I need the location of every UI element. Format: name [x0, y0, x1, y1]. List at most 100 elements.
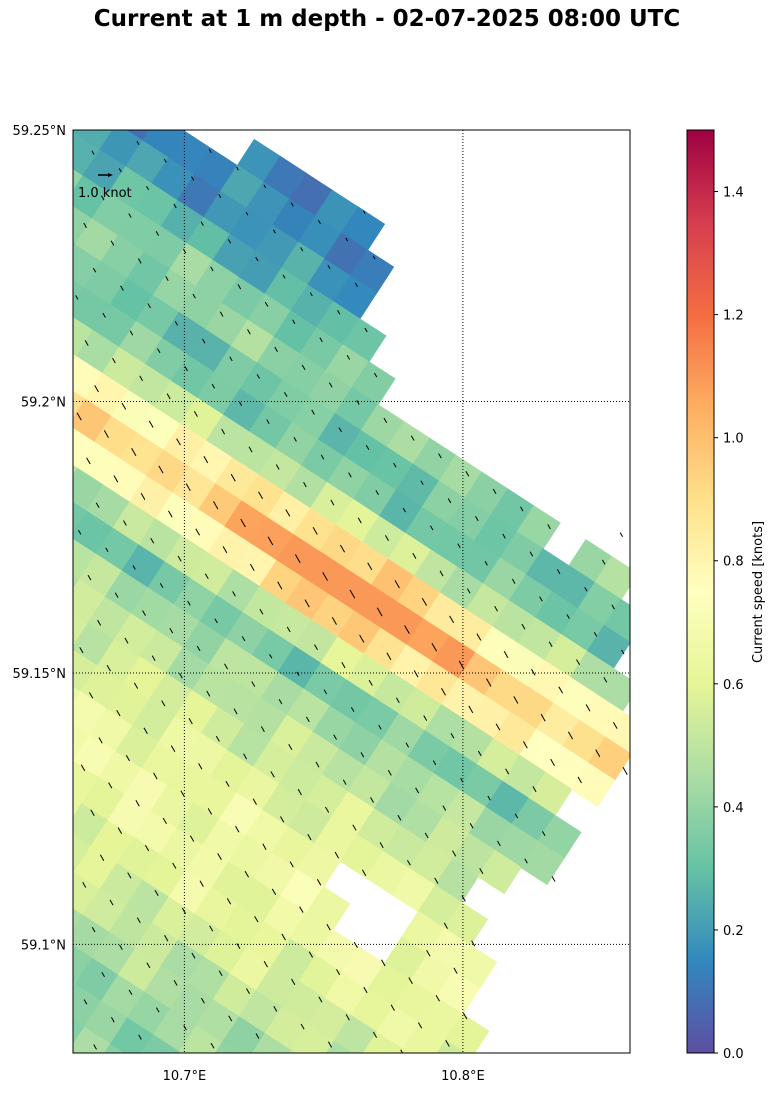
speed-cell: [73, 467, 105, 513]
graticule: [73, 130, 630, 1053]
current-arrow: [259, 608, 264, 615]
current-arrow: [203, 456, 209, 464]
current-arrow: [300, 1023, 305, 1030]
current-arrow: [121, 402, 127, 410]
current-arrow: [168, 510, 173, 518]
speed-cell: [50, 1053, 95, 1093]
current-arrow: [193, 411, 198, 417]
current-arrow: [211, 383, 216, 389]
colorbar-tick-label: 1.0: [723, 432, 744, 447]
current-arrow: [431, 642, 438, 652]
current-arrow: [466, 588, 471, 594]
latitude-label: 59.25°N: [13, 124, 66, 139]
speed-cell: [25, 408, 70, 453]
current-arrow: [179, 673, 183, 679]
speed-cell: [73, 132, 101, 177]
current-arrow: [314, 644, 318, 651]
colorbar-tick-label: 0.8: [723, 555, 744, 570]
speed-cell: [299, 1067, 344, 1093]
speed-cell: [288, 1049, 296, 1053]
speed-cell: [98, 130, 144, 168]
current-vector-arrows: [75, 140, 628, 1053]
speed-cell: [73, 130, 114, 151]
current-arrow: [260, 726, 265, 733]
current-arrow: [550, 758, 555, 766]
current-arrow: [218, 194, 222, 199]
current-arrow: [219, 311, 224, 317]
current-arrow: [300, 247, 304, 252]
current-arrow: [327, 1041, 333, 1048]
current-arrow: [307, 834, 312, 841]
colorbar-tick-label: 1.2: [723, 309, 744, 324]
speed-cell: [325, 1040, 353, 1053]
current-arrow: [531, 668, 536, 676]
current-arrow: [94, 385, 99, 393]
current-arrow: [249, 563, 255, 572]
speed-cell: [603, 598, 630, 644]
current-arrow: [204, 573, 209, 580]
speed-cell: [73, 390, 87, 420]
speed-cell: [73, 353, 78, 364]
current-arrow: [230, 473, 236, 482]
current-arrow: [227, 239, 232, 244]
current-arrow: [109, 899, 114, 906]
speed-cell: [477, 849, 522, 895]
speed-cell: [24, 296, 69, 341]
current-arrow: [162, 817, 167, 824]
current-arrow: [593, 631, 598, 637]
current-arrow: [372, 255, 376, 260]
current-arrow: [359, 634, 365, 643]
current-arrow: [154, 890, 159, 897]
current-arrow: [90, 809, 95, 816]
current-arrow: [395, 697, 400, 704]
current-arrow: [408, 977, 413, 985]
current-arrow: [199, 880, 204, 887]
current-arrow: [576, 659, 581, 666]
colorbar-frame: [686, 129, 715, 1054]
current-arrow: [461, 895, 466, 902]
current-arrow: [155, 1007, 160, 1013]
current-arrow: [221, 428, 226, 435]
current-arrow: [110, 1016, 115, 1023]
current-arrow: [229, 356, 233, 362]
current-arrow: [349, 589, 356, 599]
current-arrow: [341, 662, 346, 669]
current-arrow: [148, 420, 154, 428]
current-arrow: [486, 678, 492, 687]
map-frame: [72, 129, 631, 1054]
current-arrow: [342, 779, 347, 785]
current-arrow: [423, 715, 428, 721]
current-arrow: [511, 578, 516, 584]
current-arrow: [577, 776, 582, 784]
current-arrow: [264, 301, 269, 307]
current-arrow: [159, 583, 164, 589]
current-arrow: [135, 799, 140, 807]
current-arrow: [361, 869, 367, 876]
current-arrow: [404, 625, 410, 635]
current-arrow: [487, 795, 491, 801]
current-arrow: [131, 447, 137, 456]
current-arrow: [320, 454, 325, 460]
current-arrow: [166, 393, 171, 400]
current-arrow: [272, 229, 276, 234]
current-arrow: [468, 705, 474, 714]
current-arrow: [432, 760, 437, 766]
current-arrow: [132, 565, 136, 570]
current-arrow: [497, 840, 501, 847]
current-arrow: [611, 604, 615, 610]
current-arrow: [76, 412, 82, 421]
current-arrow: [222, 546, 228, 554]
current-arrow: [281, 933, 286, 941]
current-arrow: [244, 870, 250, 878]
speed-cell: [362, 1031, 404, 1053]
current-arrow: [311, 409, 315, 415]
speed-cell: [73, 510, 114, 556]
current-arrow: [120, 285, 124, 291]
current-arrow: [327, 264, 331, 269]
current-arrow: [494, 606, 498, 612]
current-arrow: [522, 741, 528, 749]
current-arrow: [206, 690, 211, 697]
current-arrow: [228, 1015, 233, 1022]
current-arrow: [352, 824, 357, 831]
current-arrow: [319, 337, 323, 343]
